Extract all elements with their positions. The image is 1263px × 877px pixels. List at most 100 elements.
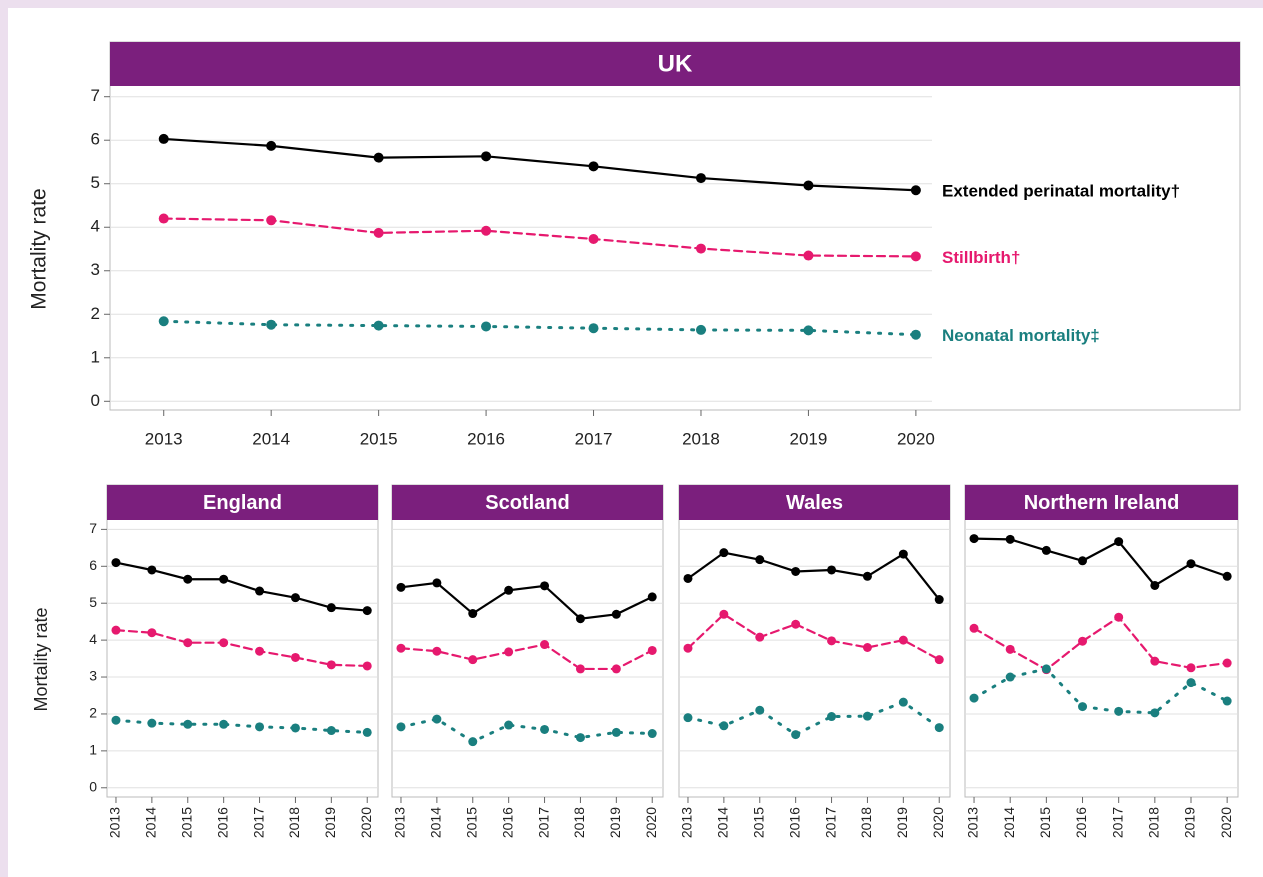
series-line	[162, 319, 918, 337]
y-tick-label: 0	[91, 391, 100, 410]
y-axis-label: Mortality rate	[28, 188, 51, 309]
y-tick-label: 3	[91, 260, 100, 279]
panel-frame	[678, 484, 951, 798]
data-point	[183, 638, 193, 648]
panel-title: Scotland	[485, 492, 569, 514]
data-point	[910, 329, 921, 340]
data-point	[588, 323, 599, 334]
x-tick-label: 2015	[178, 807, 194, 838]
data-point	[1150, 580, 1160, 590]
data-point	[611, 664, 621, 674]
data-point	[266, 319, 277, 330]
panel-frame	[964, 484, 1239, 798]
x-tick-label: 2015	[750, 807, 766, 838]
data-point	[1041, 545, 1051, 555]
data-point	[934, 595, 944, 605]
data-point	[575, 614, 585, 624]
data-point	[898, 635, 908, 645]
data-point	[504, 647, 514, 657]
data-point	[255, 586, 265, 596]
data-point	[468, 655, 478, 665]
data-point	[695, 173, 706, 184]
series-label: Neonatal mortality‡	[942, 326, 1100, 345]
data-point	[803, 250, 814, 261]
x-tick-label: 2013	[679, 807, 695, 838]
x-tick-label: 2013	[392, 807, 408, 838]
data-point	[540, 640, 550, 650]
x-tick-label: 2014	[252, 429, 290, 448]
panel-frame	[106, 484, 379, 798]
x-tick-label: 2019	[790, 429, 828, 448]
data-point	[432, 714, 442, 724]
x-tick-label: 2014	[1001, 807, 1017, 838]
data-point	[910, 251, 921, 262]
x-tick-label: 2017	[1109, 807, 1125, 838]
data-point	[219, 719, 229, 729]
data-point	[432, 646, 442, 656]
data-point	[827, 636, 837, 646]
y-tick-label: 0	[89, 778, 97, 794]
x-tick-label: 2014	[715, 807, 731, 838]
data-point	[255, 722, 265, 732]
data-point	[755, 705, 765, 715]
data-point	[862, 711, 872, 721]
data-point	[1186, 678, 1196, 688]
data-point	[862, 643, 872, 653]
data-point	[969, 623, 979, 633]
data-point	[575, 733, 585, 743]
data-point	[362, 661, 372, 671]
data-point	[934, 655, 944, 665]
data-point	[373, 227, 384, 238]
data-point	[683, 573, 693, 583]
x-tick-label: 2018	[858, 807, 874, 838]
data-point	[481, 225, 492, 236]
series-line	[972, 615, 1229, 671]
data-point	[934, 723, 944, 733]
x-tick-label: 2020	[643, 807, 659, 838]
y-tick-label: 2	[91, 304, 100, 323]
x-tick-label: 2016	[1073, 807, 1089, 838]
x-tick-label: 2017	[822, 807, 838, 838]
x-tick-label: 2018	[571, 807, 587, 838]
data-point	[969, 534, 979, 544]
data-point	[1078, 556, 1088, 566]
data-point	[898, 697, 908, 707]
data-point	[158, 316, 169, 327]
data-point	[504, 585, 514, 595]
x-tick-label: 2017	[250, 807, 266, 838]
data-point	[719, 548, 729, 558]
data-point	[803, 180, 814, 191]
series-line	[972, 537, 1229, 587]
data-point	[719, 721, 729, 731]
series-line	[686, 700, 941, 737]
data-point	[1222, 696, 1232, 706]
x-tick-label: 2019	[607, 807, 623, 838]
data-point	[647, 645, 657, 655]
x-tick-label: 2019	[322, 807, 338, 838]
data-point	[290, 723, 300, 733]
data-point	[862, 571, 872, 581]
data-point	[290, 652, 300, 662]
series-line	[114, 629, 369, 668]
data-point	[147, 628, 157, 638]
y-tick-label: 7	[91, 86, 100, 105]
data-point	[111, 715, 121, 725]
data-point	[481, 321, 492, 332]
data-point	[969, 693, 979, 703]
data-point	[1078, 702, 1088, 712]
x-tick-label: 2013	[145, 429, 183, 448]
y-tick-label: 3	[89, 668, 97, 684]
data-point	[326, 726, 336, 736]
series-label: Extended perinatal mortality†	[942, 182, 1180, 201]
data-point	[147, 565, 157, 575]
x-tick-label: 2015	[463, 807, 479, 838]
data-point	[1114, 706, 1124, 716]
data-point	[695, 324, 706, 335]
data-point	[588, 161, 599, 172]
y-tick-label: 1	[91, 347, 100, 366]
panel-title: Northern Ireland	[1024, 492, 1180, 514]
series-line	[114, 561, 369, 612]
panel-header	[110, 42, 1240, 86]
series-line	[972, 667, 1229, 715]
data-point	[396, 582, 406, 592]
